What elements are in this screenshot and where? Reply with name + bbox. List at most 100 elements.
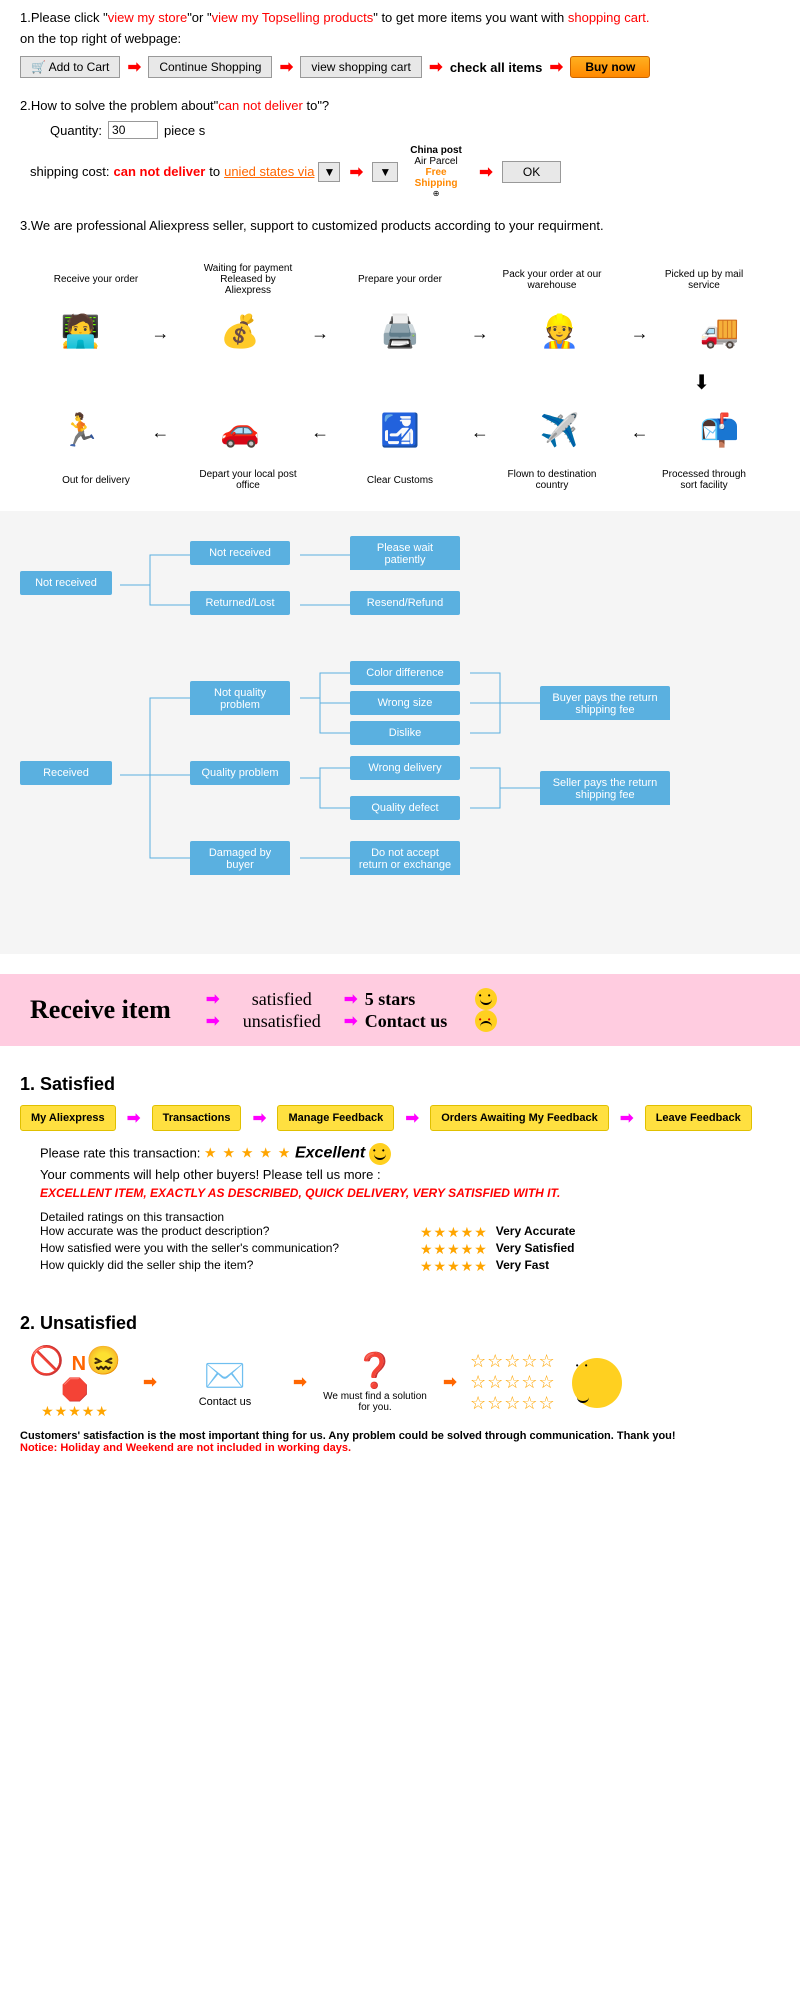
section-satisfied: 1. Satisfied My Aliexpress➡Transactions➡… — [0, 1046, 800, 1285]
unsatisfied-heading: 2. Unsatisfied — [20, 1313, 780, 1334]
link-view-store[interactable]: view my store — [108, 10, 187, 25]
unsatisfied-text: unsatisfied — [227, 1011, 337, 1032]
feedback-steps-row: My Aliexpress➡Transactions➡Manage Feedba… — [20, 1105, 780, 1131]
feedback-step-pill[interactable]: Leave Feedback — [645, 1105, 752, 1131]
unsatisfied-flow: 🚫 N😖 🛑 ★★★★★ ➡ ✉️ Contact us ➡ ❓ We must… — [20, 1344, 780, 1420]
fc-box: Do not accept return or exchange — [350, 841, 460, 875]
detailed-ratings: Detailed ratings on this transaction How… — [40, 1210, 780, 1275]
fc-box: Quality defect — [350, 796, 460, 820]
label: Add to Cart — [49, 60, 110, 74]
flow-icon-cell: 👷 — [510, 306, 610, 360]
arrow-icon: ➡ — [613, 1108, 641, 1128]
n-text: N — [72, 1353, 86, 1375]
q2: How satisfied were you with the seller's… — [40, 1241, 420, 1258]
ok-button[interactable]: OK — [502, 161, 561, 183]
shipcost-label: shipping cost: — [30, 164, 110, 179]
country-link[interactable]: unied states via — [224, 164, 314, 179]
flow-top-icons: 🧑‍💻→💰→🖨️→👷→🚚 — [20, 306, 780, 360]
arrow-icon: → — [631, 323, 649, 344]
step-no: 🚫 N😖 🛑 ★★★★★ — [20, 1344, 130, 1420]
decision-flowchart: Not received Not received Returned/Lost … — [0, 511, 800, 954]
text-cannot: can not deliver — [218, 98, 303, 113]
flow-icon-cell: 🖨️ — [350, 306, 450, 360]
section-problem: 2.How to solve the problem about"can not… — [0, 88, 800, 208]
five-stars-text: 5 stars — [365, 989, 475, 1010]
footer-text: Customers' satisfaction is the most impo… — [20, 1430, 780, 1442]
dropdown-icon[interactable]: ▼ — [318, 162, 340, 182]
stars-icon: ★★★★★ — [20, 1403, 130, 1420]
continue-shopping-button[interactable]: Continue Shopping — [148, 56, 272, 78]
angry-icon — [475, 1010, 497, 1032]
flow-icon-cell: ✈️ — [510, 405, 610, 459]
stars-icon: ☆☆☆☆☆☆☆☆☆☆☆☆☆☆☆ — [470, 1351, 556, 1414]
text: Air Parcel — [410, 156, 462, 167]
arrow-icon: ➡ — [436, 1372, 464, 1392]
arrow-icon: ➡ — [120, 1108, 148, 1128]
stars-icon: ★★★★★ — [420, 1241, 488, 1258]
flow-label: Prepare your order — [350, 274, 450, 285]
flow-icon-cell: 🛃 — [350, 405, 450, 459]
arrow-icon: → — [471, 323, 489, 344]
flow-bottom-icons: 🏃←🚗←🛃←✈️←📬 — [20, 405, 780, 459]
solution-label: We must find a solution for you. — [320, 1391, 430, 1413]
fc-box: Damaged by buyer — [190, 841, 290, 875]
stars-icon: ★★★★★ — [420, 1258, 488, 1275]
section-note3: 3.We are professional Aliexpress seller,… — [0, 208, 800, 243]
buy-now-button[interactable]: Buy now — [570, 56, 650, 78]
flow-icon-cell: 🏃 — [30, 405, 130, 459]
satisfied-heading: 1. Satisfied — [20, 1074, 780, 1095]
arrow-icon: ➡ — [199, 989, 227, 1009]
flow-label: Picked up by mail service — [654, 269, 754, 291]
quantity-input[interactable] — [108, 121, 158, 139]
flow-label: Depart your local post office — [198, 469, 298, 491]
flow-icon: 💰 — [210, 306, 270, 356]
feedback-step-pill[interactable]: My Aliexpress — [20, 1105, 116, 1131]
flow-icon-cell: 🧑‍💻 — [30, 306, 130, 360]
flow-icon: 🏃 — [50, 405, 110, 455]
text: 1.Please click " — [20, 10, 108, 25]
fc-box: Resend/Refund — [350, 591, 460, 615]
flow-label: Out for delivery — [46, 475, 146, 486]
flow-label: Flown to destination country — [502, 469, 602, 491]
dropdown2-icon[interactable]: ▼ — [372, 162, 398, 182]
link-cart[interactable]: shopping cart. — [568, 10, 650, 25]
arrow-icon: ➡ — [344, 162, 368, 182]
text: 2.How to solve the problem about" — [20, 98, 218, 113]
feedback-step-pill[interactable]: Manage Feedback — [277, 1105, 394, 1131]
view-cart-button[interactable]: view shopping cart — [300, 56, 421, 78]
flow-top-labels: Receive your orderWaiting for payment Re… — [20, 263, 780, 296]
detail-heading: Detailed ratings on this transaction — [40, 1210, 780, 1224]
link-topselling[interactable]: view my Topselling products — [212, 10, 374, 25]
text: to — [209, 164, 220, 179]
arrow-icon: ➡ — [199, 1011, 227, 1031]
arrow-icon: ➡ — [474, 162, 498, 182]
fc-box: Quality problem — [190, 761, 290, 785]
section-intro: 1.Please click "view my store"or "view m… — [0, 0, 800, 88]
receive-item-band: Receive item ➡ satisfied ➡ 5 stars ➡ uns… — [0, 974, 800, 1046]
china-post-block: China post Air Parcel FreeShipping ⊕ — [410, 145, 462, 198]
comment-example: EXCELLENT ITEM, EXACTLY AS DESCRIBED, QU… — [40, 1186, 780, 1200]
fc-box: Color difference — [350, 661, 460, 685]
fc-not-received: Not received — [20, 571, 112, 595]
feedback-step-pill[interactable]: Transactions — [152, 1105, 242, 1131]
flow-icon: ✈️ — [530, 405, 590, 455]
step-solution: ❓ We must find a solution for you. — [320, 1351, 430, 1413]
fc-box: Buyer pays the return shipping fee — [540, 686, 670, 720]
arrow-icon: → — [311, 323, 329, 344]
fc-box: Dislike — [350, 721, 460, 745]
arrow-icon: ➡ — [122, 57, 146, 77]
flow-icon-cell: 💰 — [190, 306, 290, 360]
arrow-icon: ➡ — [424, 57, 448, 77]
fc-box: Returned/Lost — [190, 591, 290, 615]
text: Free — [425, 167, 446, 178]
text: Shipping — [415, 178, 458, 189]
text: "or " — [187, 10, 211, 25]
flow-icon: 🛃 — [370, 405, 430, 455]
add-to-cart-button[interactable]: 🛒 Add to Cart — [20, 56, 120, 78]
q3: How quickly did the seller ship the item… — [40, 1258, 420, 1275]
arrow-down-icon: ⬇ — [20, 370, 780, 395]
arrow-icon: ← — [151, 422, 169, 443]
arrow-icon: → — [151, 323, 169, 344]
feedback-step-pill[interactable]: Orders Awaiting My Feedback — [430, 1105, 609, 1131]
flow-bottom-labels: Out for delivery Depart your local post o… — [20, 469, 780, 491]
